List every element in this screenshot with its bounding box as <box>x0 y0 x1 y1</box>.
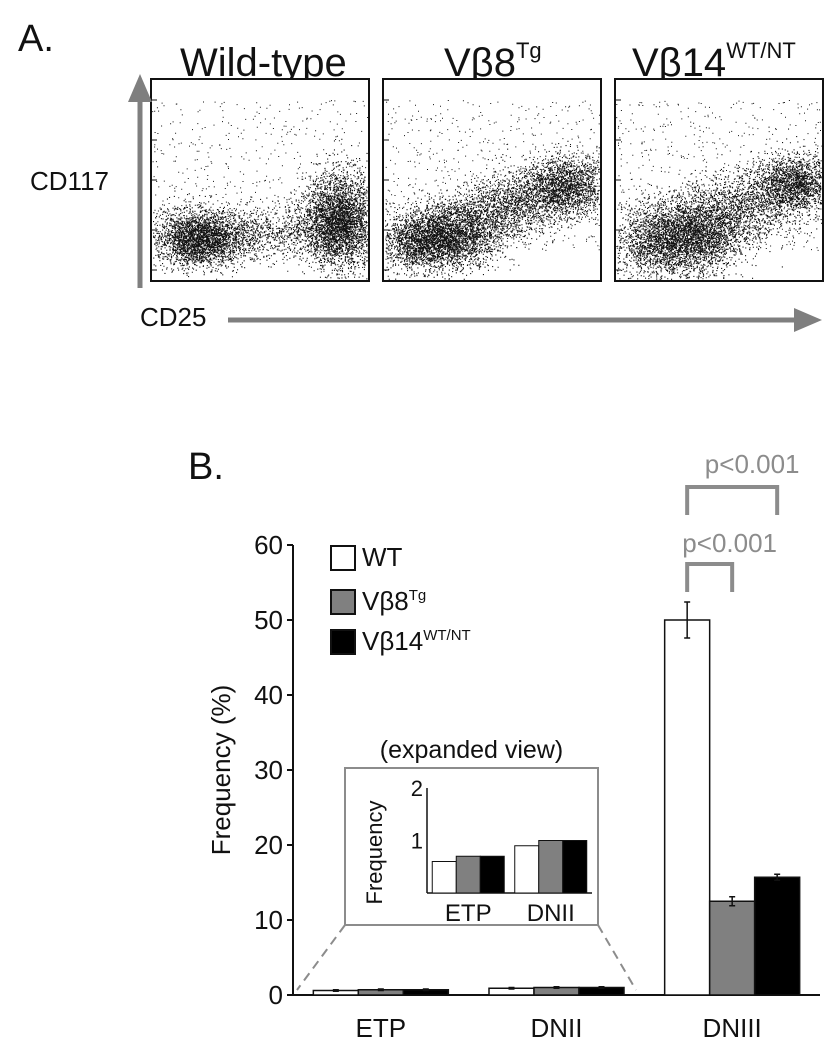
panel-b-label: B. <box>188 446 224 488</box>
inset-x-label-dnii: DNII <box>527 900 575 927</box>
y-tick-label: 50 <box>254 605 283 635</box>
legend-item-vb8: Vβ8Tg <box>330 586 426 617</box>
flow-dots-vb14 <box>616 99 822 280</box>
plot-title-wild-type: Wild-type <box>180 38 347 86</box>
pvalue-wt-vb14-label: p<0.001 <box>705 449 800 479</box>
inset-bar-etp-0 <box>431 861 457 894</box>
inset-guide-left <box>296 924 346 991</box>
cd25-arrowhead <box>794 308 822 332</box>
bar-dniii-2 <box>753 876 801 996</box>
plot-title-vb14-sup: WT/NT <box>726 38 796 63</box>
dot-cloud <box>616 100 822 280</box>
inset-bar-dnii-2 <box>562 840 588 894</box>
plot-title-vb14: Vβ14WT/NT <box>632 38 796 86</box>
dot-path <box>385 100 600 280</box>
inset-x-label-etp: ETP <box>445 900 492 927</box>
plot-title-vb8: Vβ8Tg <box>444 38 542 86</box>
legend-label-vb8: Vβ8Tg <box>362 586 427 616</box>
x-tick-label-dniii: DNIII <box>703 1013 762 1043</box>
pvalue-wt-vb8-bracket <box>685 562 735 592</box>
panel-a-label: A. <box>18 18 54 60</box>
y-ticks <box>616 99 621 271</box>
cd117-axis-label: CD117 <box>30 166 110 196</box>
flow-plot-wild-type <box>150 78 370 282</box>
pvalue-wt-vb8-label: p<0.001 <box>682 528 777 558</box>
flow-plot-vb14 <box>614 78 824 282</box>
y-tick-label: 30 <box>254 755 283 785</box>
y-axis-label: Frequency (%) <box>206 685 236 856</box>
bar-dniii-0 <box>663 619 711 996</box>
y-ticks <box>152 99 157 271</box>
x-tick-label-etp: ETP <box>356 1013 407 1043</box>
bar-dniii-1 <box>708 900 756 996</box>
legend-swatch-vb14 <box>330 628 356 655</box>
plot-title-vb8-sup: Tg <box>515 38 542 63</box>
plot-title-vb8-base: Vβ8 <box>444 41 516 85</box>
dot-path <box>616 100 822 280</box>
inset-bar-etp-1 <box>455 855 481 894</box>
y-tick-label: 20 <box>254 830 283 860</box>
inset-bar-dnii-1 <box>538 840 564 894</box>
cd117-arrowhead <box>128 74 152 102</box>
inset-bar-dnii-0 <box>514 845 540 894</box>
x-tick-label-dnii: DNII <box>531 1013 583 1043</box>
y-tick-label: 0 <box>269 980 283 1010</box>
dot-cloud <box>152 100 368 280</box>
inset-y-tick-label: 1 <box>411 829 423 854</box>
panel-a-arrows <box>128 74 822 332</box>
plot-title-vb14-base: Vβ14 <box>632 41 727 85</box>
inset-bar-etp-2 <box>479 855 505 894</box>
dot-path <box>152 100 368 280</box>
legend-item-wt: WT <box>330 542 402 573</box>
dot-cloud <box>385 100 600 280</box>
legend-swatch-wt <box>330 544 356 571</box>
legend-label-vb14: Vβ14WT/NT <box>362 626 471 656</box>
plot-title-wild-type-base: Wild-type <box>180 41 347 85</box>
flow-dots-vb8 <box>384 99 600 280</box>
y-tick-label: 60 <box>254 530 283 560</box>
y-tick-label: 10 <box>254 905 283 935</box>
legend-item-vb14: Vβ14WT/NT <box>330 626 471 657</box>
y-tick-label: 40 <box>254 680 283 710</box>
inset-title: (expanded view) <box>380 736 563 764</box>
y-ticks <box>384 99 389 271</box>
legend-label-wt: WT <box>362 542 403 572</box>
cd25-axis-label: CD25 <box>140 302 207 332</box>
inset-y-tick-label: 2 <box>411 776 423 801</box>
inset-y-label: Frequency <box>362 801 387 905</box>
flow-plot-vb8 <box>382 78 602 282</box>
legend-swatch-vb8 <box>330 588 356 615</box>
flow-dots-wild-type <box>152 99 368 280</box>
pvalue-wt-vb14-bracket <box>685 485 780 515</box>
inset-guide-right <box>597 924 637 991</box>
